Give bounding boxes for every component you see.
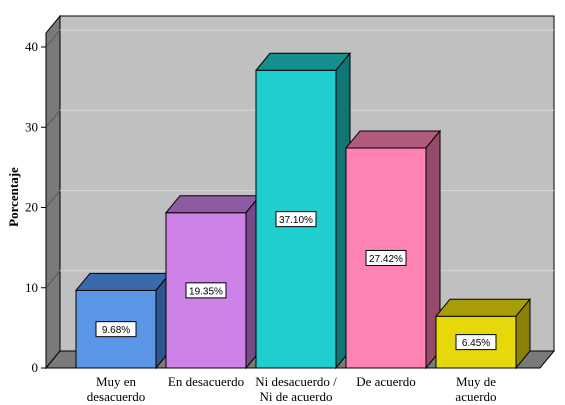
y-tick-label: 20: [25, 200, 38, 215]
bar: [344, 129, 442, 370]
data-label-box: [365, 249, 407, 266]
data-label-box: [275, 211, 317, 228]
data-label: 6.45%: [462, 338, 490, 349]
bar: [74, 271, 172, 370]
y-tick-label: 30: [25, 119, 38, 134]
x-tick-label: En desacuerdo: [168, 374, 244, 389]
y-tick-label: 40: [25, 39, 38, 54]
bar-side: [515, 297, 531, 370]
bar-top: [344, 130, 442, 149]
bar: [434, 297, 532, 370]
x-tick-label: Ni desacuerdo / Ni de acuerdo: [255, 374, 337, 404]
y-axis-title: Porcentaje: [6, 167, 21, 227]
y-axis: 0 10 20 30 40: [25, 33, 47, 375]
gridline-left: [45, 109, 61, 128]
data-label: 19.35%: [189, 286, 223, 297]
data-label: 9.68%: [102, 325, 130, 336]
data-label: 27.42%: [369, 254, 403, 265]
y-tick-label: 10: [25, 280, 38, 295]
x-tick-label: De acuerdo: [356, 374, 416, 389]
data-label: 37.10%: [279, 215, 313, 226]
data-label-box: [95, 321, 137, 338]
y-tick-label: 0: [32, 360, 39, 375]
bar-top: [434, 298, 532, 317]
gridline-left: [45, 270, 61, 289]
bar-top: [74, 272, 172, 291]
data-label-box: [455, 334, 497, 351]
x-tick-label: Muy de acuerdo: [455, 374, 496, 404]
bars: 9.68% 19.35% 37.10% 27.42% 6.45%: [74, 51, 532, 370]
bar-top: [254, 52, 352, 71]
gridline-left: [45, 190, 61, 208]
x-tick-label: Muy en desacuerdo: [87, 374, 145, 404]
bar: [254, 51, 352, 370]
data-label-box: [185, 282, 227, 299]
gridline-left: [45, 29, 61, 48]
left-wall: [45, 14, 61, 370]
x-axis-labels: Muy en desacuerdo En desacuerdo Ni desacuer…: [87, 374, 497, 404]
bar-top: [164, 195, 262, 214]
bar: [164, 194, 262, 370]
